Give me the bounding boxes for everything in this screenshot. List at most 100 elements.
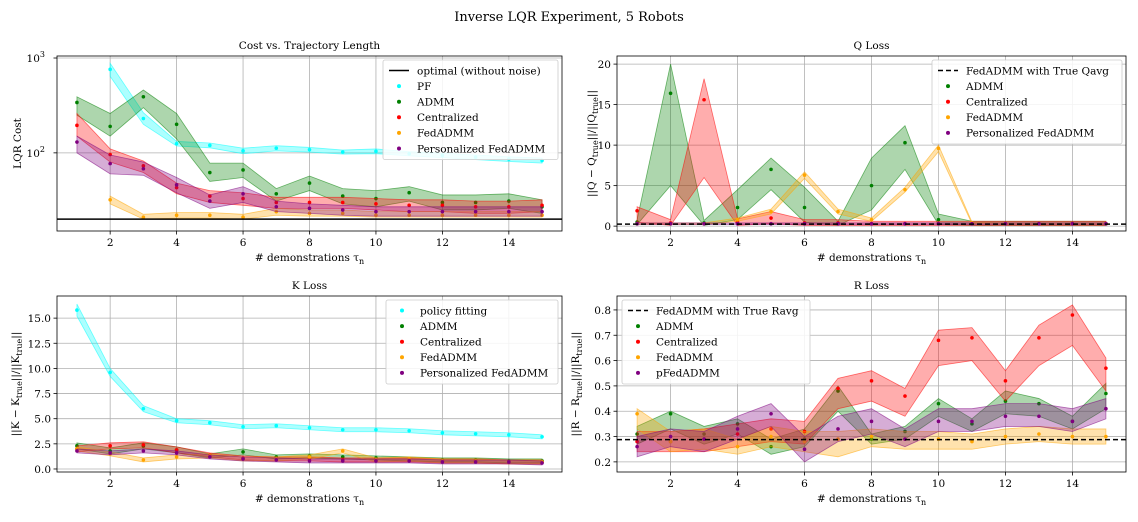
point-fedadmm — [769, 209, 773, 214]
tick-label-exponent: 2 — [40, 145, 45, 154]
x-axis-label: # demonstrations τn — [255, 252, 364, 266]
point-pf — [241, 149, 245, 153]
legend-label: optimal (without noise) — [417, 65, 541, 77]
legend: FedADMM with True Ravg ADMM Centralized Fed… — [621, 299, 811, 385]
point-pfedadmm — [735, 427, 740, 431]
y-axis-label-part: true — [15, 338, 24, 355]
tick-label-x: 4 — [173, 478, 180, 490]
point-fedadmm — [802, 173, 807, 177]
tick-label-x: 2 — [667, 478, 674, 490]
point-fedadmm — [340, 449, 345, 453]
point-centralized — [635, 208, 639, 213]
point-admm — [108, 124, 112, 129]
point-admm — [75, 100, 79, 105]
tick-label-exponent: 3 — [40, 50, 45, 59]
legend-swatch-admm — [636, 324, 640, 329]
legend: FedADMM with True Qavg ADMM Centralized Fed… — [931, 59, 1123, 145]
point-admm — [903, 140, 907, 145]
panel-q-loss: 2 4 6 8 10 12 14 0 5 10 15 20 Q Loss # demonstrations… — [586, 40, 1127, 266]
point-personalized-fedadmm — [208, 199, 212, 203]
tick-label-x: 4 — [734, 237, 741, 249]
point-policy-fitting — [374, 427, 378, 432]
tick-label-y: 0.8 — [594, 305, 611, 317]
tick-label-y: 0.2 — [594, 457, 611, 469]
point-personalized-fedadmm — [407, 209, 411, 214]
legend-label: FedADMM — [656, 352, 713, 364]
y-axis-label-part: || — [586, 90, 599, 97]
point-pf — [141, 116, 146, 121]
tick-label-x: 6 — [240, 237, 247, 249]
y-axis-label-part: || — [10, 332, 23, 339]
tick-label-x: 4 — [734, 478, 741, 490]
point-pf — [208, 143, 212, 148]
point-centralized — [340, 200, 345, 205]
tick-label-x: 14 — [1066, 237, 1080, 249]
tick-label-y: 0.3 — [594, 432, 611, 444]
point-fedadmm — [735, 444, 740, 449]
panel-k-loss: 2 4 6 8 10 12 14 0.0 2.5 5.0 7.5 10.0 12.5 15.0 K Loss… — [10, 280, 563, 507]
point-personalized-fedadmm — [340, 208, 345, 212]
tick-label-y: 0 — [604, 221, 611, 233]
band-fedadmm — [636, 407, 1107, 458]
x-axis-label-subscript: n — [359, 498, 364, 507]
point-fedadmm — [141, 458, 146, 462]
point-centralized — [735, 432, 740, 436]
tick-label-y: 103 — [27, 50, 45, 65]
legend-swatch-admm — [397, 99, 401, 104]
tick-label-x: 10 — [369, 237, 382, 249]
legend-label: Personalized FedADMM — [966, 128, 1094, 140]
point-pf — [108, 67, 112, 72]
point-fedadmm — [869, 434, 874, 439]
point-policy-fitting — [141, 406, 146, 411]
point-admm — [869, 437, 874, 441]
point-fedadmm — [635, 411, 639, 416]
point-fedadmm — [1003, 434, 1008, 439]
y-axis-label-part: ||/||Q — [586, 114, 599, 141]
tick-label-x: 8 — [306, 237, 313, 249]
legend-swatch-personalized-fedadmm — [946, 130, 950, 135]
point-policy-fitting — [507, 432, 511, 437]
legend-box — [931, 59, 1123, 145]
point-centralized — [1104, 366, 1108, 370]
y-axis-label: LQR Cost — [12, 117, 24, 169]
legend-swatch-admm — [946, 84, 950, 89]
y-axis-label-part: ||/||R — [570, 354, 583, 381]
panel-title: R Loss — [854, 280, 889, 292]
legend-swatch-fedadmm — [946, 115, 950, 120]
point-personalized-fedadmm — [174, 183, 179, 187]
y-axis-label-part: true — [575, 338, 584, 355]
point-admm — [836, 389, 840, 393]
point-personalized-fedadmm — [507, 209, 511, 214]
x-axis-label: # demonstrations τn — [817, 493, 926, 507]
point-admm — [802, 205, 807, 210]
point-centralized — [141, 443, 146, 447]
point-pf — [274, 146, 279, 150]
point-centralized — [540, 203, 544, 208]
point-pfedadmm — [635, 444, 639, 449]
legend-label: pFedADMM — [656, 368, 720, 380]
point-personalized-fedadmm — [108, 161, 112, 166]
point-fedadmm — [802, 439, 807, 444]
point-centralized — [769, 427, 773, 431]
point-fedadmm — [903, 187, 907, 192]
point-personalized-fedadmm — [241, 457, 245, 461]
band-pfedadmm — [636, 398, 1107, 463]
tick-label-x: 6 — [240, 478, 247, 490]
point-personalized-fedadmm — [174, 451, 179, 455]
point-admm — [936, 401, 941, 406]
point-centralized — [869, 379, 874, 383]
panel-cost-vs-trajectory-length: 2 4 6 8 10 12 14 102 103 Cost vs. Trajectory Leng… — [12, 40, 563, 266]
legend-label: Personalized FedADMM — [420, 368, 548, 380]
tick-label-x: 12 — [999, 478, 1012, 490]
tick-label-y: 15.0 — [28, 313, 51, 325]
point-fedadmm — [340, 211, 345, 216]
point-fedadmm — [1070, 434, 1075, 439]
point-personalized-fedadmm — [1037, 221, 1041, 226]
legend-label: ADMM — [416, 97, 455, 109]
point-personalized-fedadmm — [702, 221, 706, 226]
point-centralized — [174, 185, 179, 190]
legend-label: FedADMM — [966, 112, 1023, 124]
tick-label-x: 6 — [801, 478, 808, 490]
tick-label-y: 0.6 — [594, 356, 611, 368]
